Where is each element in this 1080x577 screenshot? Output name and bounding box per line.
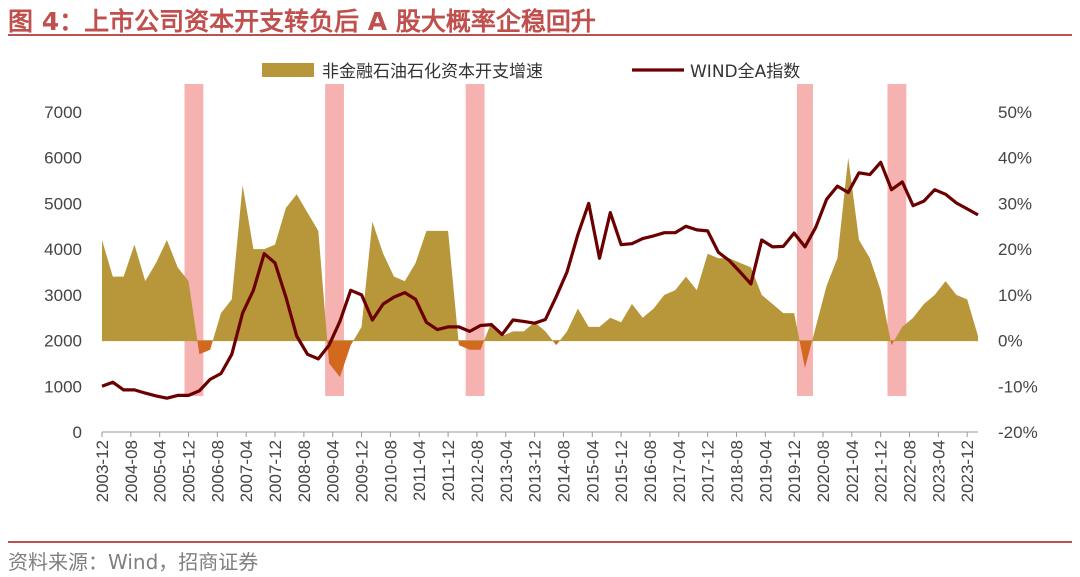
left-tick-label: 6000 <box>44 149 82 168</box>
x-tick-label: 2013-04 <box>497 440 516 502</box>
x-tick-label: 2004-08 <box>122 440 141 502</box>
x-tick-label: 2021-04 <box>843 440 862 502</box>
x-tick-label: 2009-12 <box>353 440 372 502</box>
highlight-band-2 <box>325 84 344 396</box>
x-tick-label: 2012-08 <box>468 440 487 502</box>
x-tick-label: 2019-04 <box>756 440 775 502</box>
x-tick-label: 2017-12 <box>699 440 718 502</box>
legend-label-line: WIND全A指数 <box>690 62 800 82</box>
right-tick-label: 50% <box>998 103 1032 122</box>
x-tick-label: 2007-12 <box>266 440 285 502</box>
x-tick-label: 2003-12 <box>93 440 112 502</box>
legend-label-area: 非金融石油石化资本开支增速 <box>322 62 543 82</box>
left-tick-label: 1000 <box>44 377 82 396</box>
area-positive <box>102 157 978 341</box>
x-tick-label: 2019-12 <box>785 440 804 502</box>
right-tick-label: 30% <box>998 194 1032 213</box>
x-tick-label: 2009-04 <box>324 440 343 502</box>
x-tick-label: 2013-12 <box>526 440 545 502</box>
footer-divider <box>8 541 1072 543</box>
x-axis: 2003-12 2004-08 2005-04 2005-12 2006-08 2007-… <box>93 431 978 502</box>
left-axis-ticks: 0 1000 2000 3000 4000 5000 6000 7000 <box>44 103 82 442</box>
x-tick-label: 2005-04 <box>151 440 170 502</box>
x-tick-label: 2008-08 <box>295 440 314 502</box>
x-tick-label: 2023-04 <box>929 440 948 502</box>
x-tick-label: 2022-08 <box>901 440 920 502</box>
title-divider <box>8 34 1072 36</box>
x-tick-label: 2010-08 <box>381 440 400 502</box>
source-note: 资料来源：Wind，招商证券 <box>8 550 259 574</box>
right-tick-label: 20% <box>998 240 1032 259</box>
x-tick-label: 2018-08 <box>727 440 746 502</box>
chart-title: 图 4：上市公司资本开支转负后 A 股大概率企稳回升 <box>8 7 596 36</box>
x-tick-label: 2015-12 <box>612 440 631 502</box>
left-tick-label: 2000 <box>44 332 82 351</box>
x-tick-label: 2006-08 <box>208 440 227 502</box>
x-tick-label: 2023-12 <box>958 440 977 502</box>
left-tick-label: 4000 <box>44 240 82 259</box>
left-tick-label: 5000 <box>44 194 82 213</box>
right-tick-label: 40% <box>998 149 1032 168</box>
x-tick-label: 2011-04 <box>410 440 429 501</box>
x-tick-label: 2011-12 <box>439 440 458 501</box>
right-tick-label: 10% <box>998 286 1032 305</box>
highlight-band-3 <box>465 84 485 396</box>
wind-index-line <box>101 160 979 400</box>
x-tick-label: 2015-04 <box>583 440 602 502</box>
right-tick-label: 0% <box>998 332 1023 351</box>
x-tick-label: 2020-08 <box>814 440 833 502</box>
x-tick-label: 2014-08 <box>554 440 573 502</box>
highlight-band-5 <box>887 84 907 396</box>
legend-swatch-area <box>262 63 314 77</box>
left-tick-label: 3000 <box>44 286 82 305</box>
area-negative <box>197 340 895 378</box>
left-tick-label: 0 <box>73 423 82 442</box>
x-tick-label: 2017-04 <box>670 440 689 502</box>
right-tick-label: -10% <box>998 377 1038 396</box>
chart: 0 1000 2000 3000 4000 5000 6000 7000 -20% -10% 0%… <box>44 62 1038 502</box>
x-tick-label: 2005-12 <box>180 440 199 502</box>
right-tick-label: -20% <box>998 423 1038 442</box>
x-tick-label: 2007-04 <box>237 440 256 502</box>
legend: 非金融石油石化资本开支增速 WIND全A指数 <box>262 62 800 82</box>
right-axis-ticks: -20% -10% 0% 10% 20% 30% 40% 50% <box>998 103 1038 442</box>
capex-growth-area <box>102 157 978 378</box>
x-tick-label: 2016-08 <box>641 440 660 502</box>
x-tick-label: 2021-12 <box>872 440 891 502</box>
highlight-band-4 <box>796 84 813 396</box>
left-tick-label: 7000 <box>44 103 82 122</box>
